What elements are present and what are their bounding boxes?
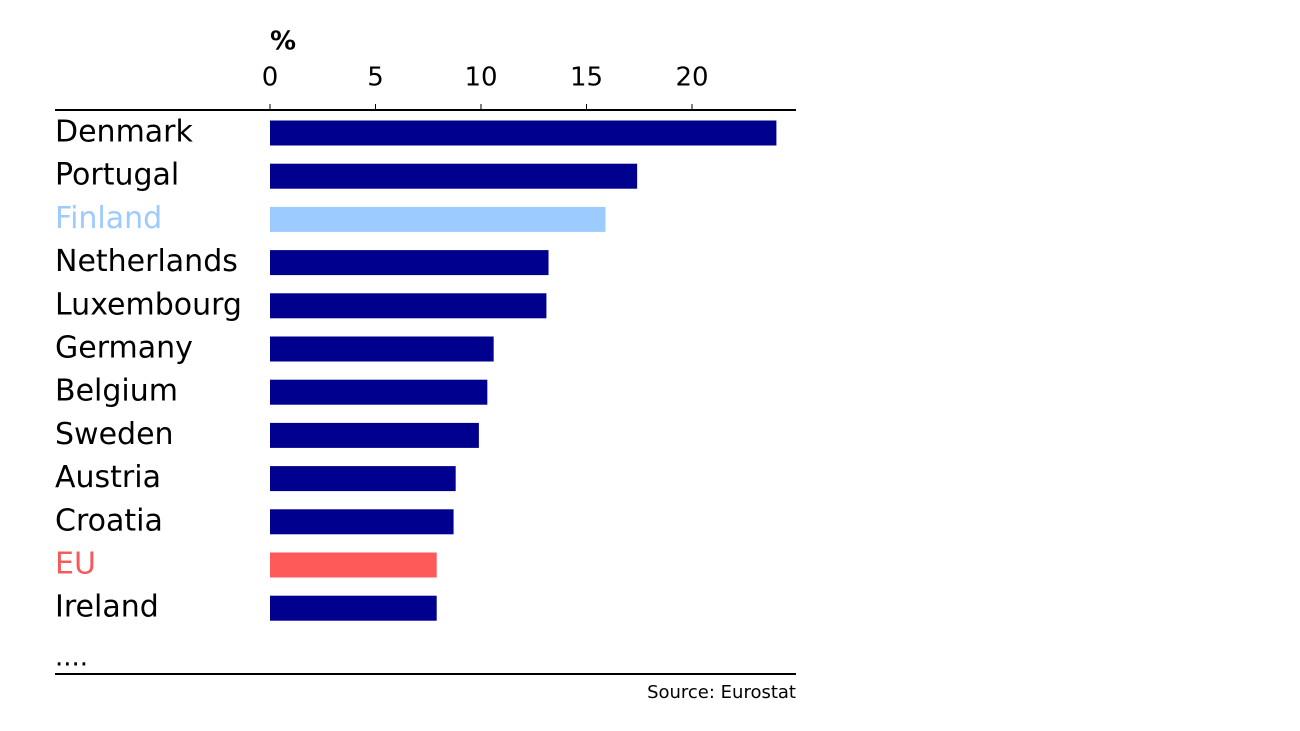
category-label: Netherlands (55, 244, 238, 279)
x-tick-label: 0 (262, 63, 279, 93)
category-label: Germany (55, 331, 193, 366)
x-tick-label: 15 (570, 63, 603, 93)
bar (270, 293, 547, 319)
bar (270, 206, 606, 232)
category-label: EU (55, 547, 96, 582)
bar (270, 336, 494, 362)
x-tick-label: 20 (675, 63, 708, 93)
continuation: .... (55, 643, 88, 673)
category-label: Finland (55, 201, 162, 236)
category-label: Denmark (55, 115, 194, 150)
category-label: Belgium (55, 374, 178, 409)
source: Source: Eurostat (647, 682, 796, 703)
bar (270, 595, 437, 621)
category-label: Sweden (55, 417, 174, 452)
bar (270, 250, 549, 276)
bar (270, 379, 488, 405)
bar (270, 120, 777, 146)
bar (270, 552, 437, 578)
axis-unit: % (270, 27, 296, 57)
category-label: Austria (55, 460, 161, 495)
category-label: Luxembourg (55, 287, 242, 322)
bar (270, 466, 456, 492)
category-label: Croatia (55, 503, 163, 538)
x-tick-label: 10 (464, 63, 497, 93)
x-tick-label: 5 (367, 63, 384, 93)
bar (270, 422, 479, 448)
bar (270, 509, 454, 535)
category-label: Portugal (55, 158, 179, 193)
bar (270, 163, 638, 189)
category-label: Ireland (55, 590, 159, 625)
